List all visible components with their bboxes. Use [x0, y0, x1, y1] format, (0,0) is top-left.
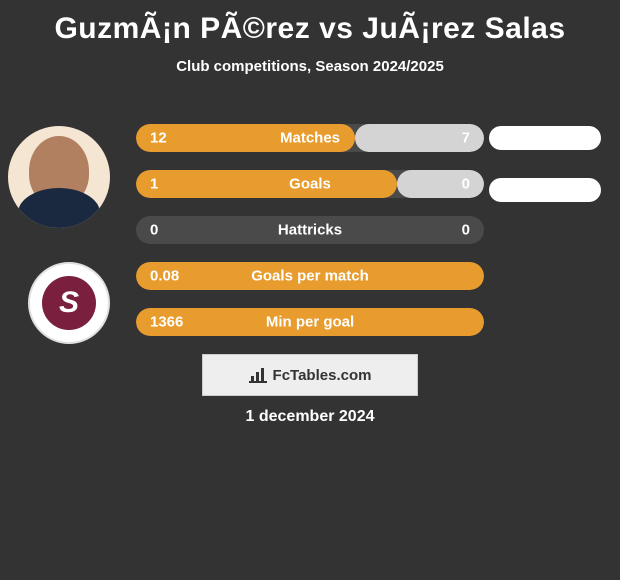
stat-rows-container: 12 Matches 7 1 Goals 0 0 Hattricks 0 0.08 Goals pe…	[136, 124, 484, 354]
stat-fill-left	[136, 170, 397, 198]
stat-label: Goals per match	[251, 268, 369, 285]
player-right-placeholder-2	[489, 178, 601, 202]
stat-label: Goals	[289, 176, 331, 193]
stat-value-left: 0.08	[150, 268, 179, 285]
stat-label: Matches	[280, 130, 340, 147]
stat-row: 1366 Min per goal	[136, 308, 484, 336]
stat-row: 0.08 Goals per match	[136, 262, 484, 290]
date-text: 1 december 2024	[246, 408, 375, 426]
club-badge	[28, 262, 110, 344]
page-subtitle: Club competitions, Season 2024/2025	[0, 58, 620, 75]
stat-value-left: 12	[150, 130, 167, 147]
player-right-placeholder-1	[489, 126, 601, 150]
stat-row: 1 Goals 0	[136, 170, 484, 198]
page-title: GuzmÃ¡n PÃ©rez vs JuÃ¡rez Salas	[0, 0, 620, 46]
stat-value-left: 1366	[150, 314, 183, 331]
stat-fill-right	[397, 170, 484, 198]
stat-value-right: 0	[462, 222, 470, 239]
stat-value-left: 0	[150, 222, 158, 239]
stat-row: 12 Matches 7	[136, 124, 484, 152]
stat-label: Min per goal	[266, 314, 354, 331]
stat-label: Hattricks	[278, 222, 342, 239]
chart-icon	[249, 367, 267, 383]
footer-site-text: FcTables.com	[273, 367, 372, 384]
stat-value-right: 7	[462, 130, 470, 147]
stat-row: 0 Hattricks 0	[136, 216, 484, 244]
stat-value-left: 1	[150, 176, 158, 193]
player-left-avatar	[8, 126, 110, 228]
footer-branding: FcTables.com	[202, 354, 418, 396]
stat-value-right: 0	[462, 176, 470, 193]
